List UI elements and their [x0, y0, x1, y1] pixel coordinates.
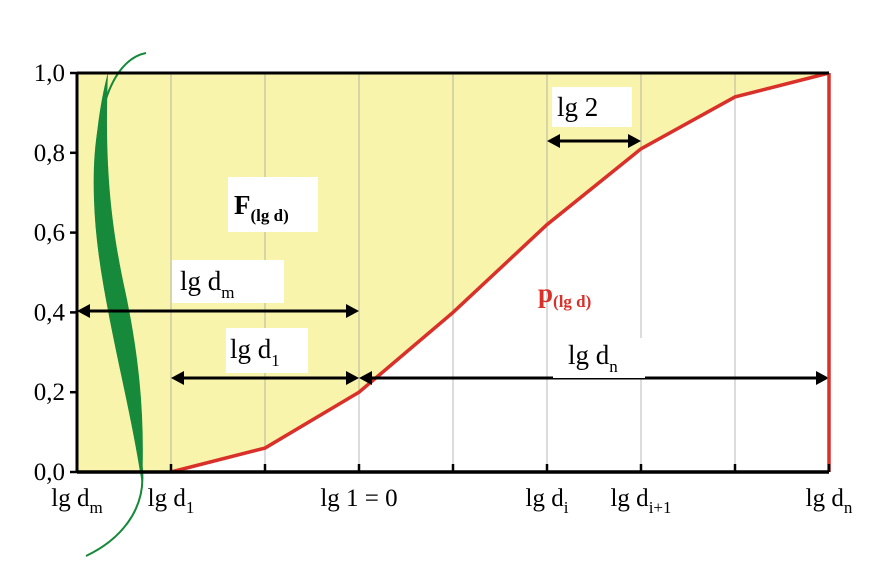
- label-boxes: [172, 87, 645, 378]
- annotation: lg dn: [568, 340, 618, 376]
- annotation-sub: n: [609, 357, 618, 376]
- label-box: [228, 177, 318, 232]
- x-tick-label: lg d1: [148, 485, 195, 517]
- annotation-main: lg d: [180, 266, 222, 296]
- label-box: [552, 87, 632, 127]
- x-tick-label-main: lg d: [526, 485, 565, 512]
- x-tick-label: lg dn: [806, 485, 853, 517]
- x-tick-label: lg 1 = 0: [320, 485, 397, 512]
- annotation-main: lg d: [568, 340, 610, 370]
- annotation-sub: m: [221, 283, 234, 302]
- x-tick-label-main: lg d: [610, 485, 649, 512]
- x-tick-label: lg dm: [51, 485, 102, 517]
- x-tick-label: lg di: [526, 485, 569, 517]
- y-tick-label: 0,6: [34, 220, 65, 247]
- x-tick-label-sub: n: [844, 498, 853, 517]
- x-tick-label-sub: i+1: [649, 498, 672, 517]
- annotation-main: lg 2: [557, 92, 598, 122]
- x-tick-label-main: lg d: [51, 485, 90, 512]
- label-box: [172, 260, 284, 303]
- y-tick-label: 0,8: [34, 140, 65, 167]
- x-tick-label-main: lg d: [806, 485, 845, 512]
- annotation: lg d1: [230, 334, 280, 370]
- label-box: [226, 328, 308, 373]
- annotation: F(lg d): [234, 190, 289, 225]
- y-tick-label: 1,0: [34, 60, 65, 87]
- x-tick-label-sub: m: [89, 498, 102, 517]
- annotation-main: F: [234, 190, 251, 220]
- annotation-main: lg d: [230, 334, 272, 364]
- distribution-fill: [94, 72, 143, 485]
- annotation-sub: 1: [271, 351, 280, 370]
- annotation: lg 2: [557, 92, 598, 122]
- label-box: [553, 338, 645, 378]
- annotation-sub: (lg d): [553, 292, 591, 311]
- annotation-sub: (lg d): [251, 206, 289, 225]
- x-tick-label-sub: i: [564, 498, 569, 517]
- x-tick-label-main: lg d: [148, 485, 187, 512]
- annotation: lg dm: [180, 266, 235, 302]
- y-tick-label: 0,2: [34, 379, 65, 406]
- x-tick-label: lg di+1: [610, 485, 671, 517]
- axes: 0,00,20,40,60,81,0lg dm lg d1 lg 1 = 0 lg d…: [34, 60, 853, 517]
- y-tick-label: 0,0: [34, 459, 65, 486]
- marks: [170, 71, 830, 474]
- x-tick-label-sub: 1: [186, 498, 195, 517]
- annotation: p(lg d): [538, 278, 591, 311]
- curve: [170, 71, 830, 474]
- y-tick-label: 0,4: [34, 299, 66, 326]
- annotation-main: p: [538, 278, 553, 308]
